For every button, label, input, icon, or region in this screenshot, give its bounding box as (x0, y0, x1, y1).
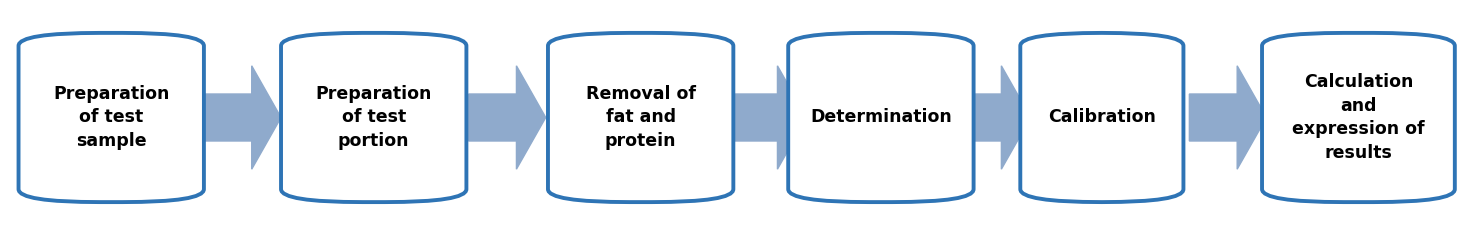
Text: Calibration: Calibration (1048, 109, 1155, 126)
Text: Determination: Determination (810, 109, 952, 126)
Polygon shape (954, 66, 1031, 169)
Text: Preparation
of test
sample: Preparation of test sample (53, 85, 169, 150)
FancyBboxPatch shape (282, 33, 466, 202)
FancyBboxPatch shape (18, 33, 205, 202)
FancyBboxPatch shape (1020, 33, 1183, 202)
Text: Calculation
and
expression of
results: Calculation and expression of results (1292, 73, 1425, 162)
FancyBboxPatch shape (789, 33, 973, 202)
FancyBboxPatch shape (1262, 33, 1455, 202)
Text: Removal of
fat and
protein: Removal of fat and protein (586, 85, 696, 150)
Polygon shape (205, 66, 282, 169)
Text: Preparation
of test
portion: Preparation of test portion (316, 85, 432, 150)
Polygon shape (1189, 66, 1266, 169)
Polygon shape (469, 66, 546, 169)
FancyBboxPatch shape (547, 33, 733, 202)
Polygon shape (730, 66, 807, 169)
